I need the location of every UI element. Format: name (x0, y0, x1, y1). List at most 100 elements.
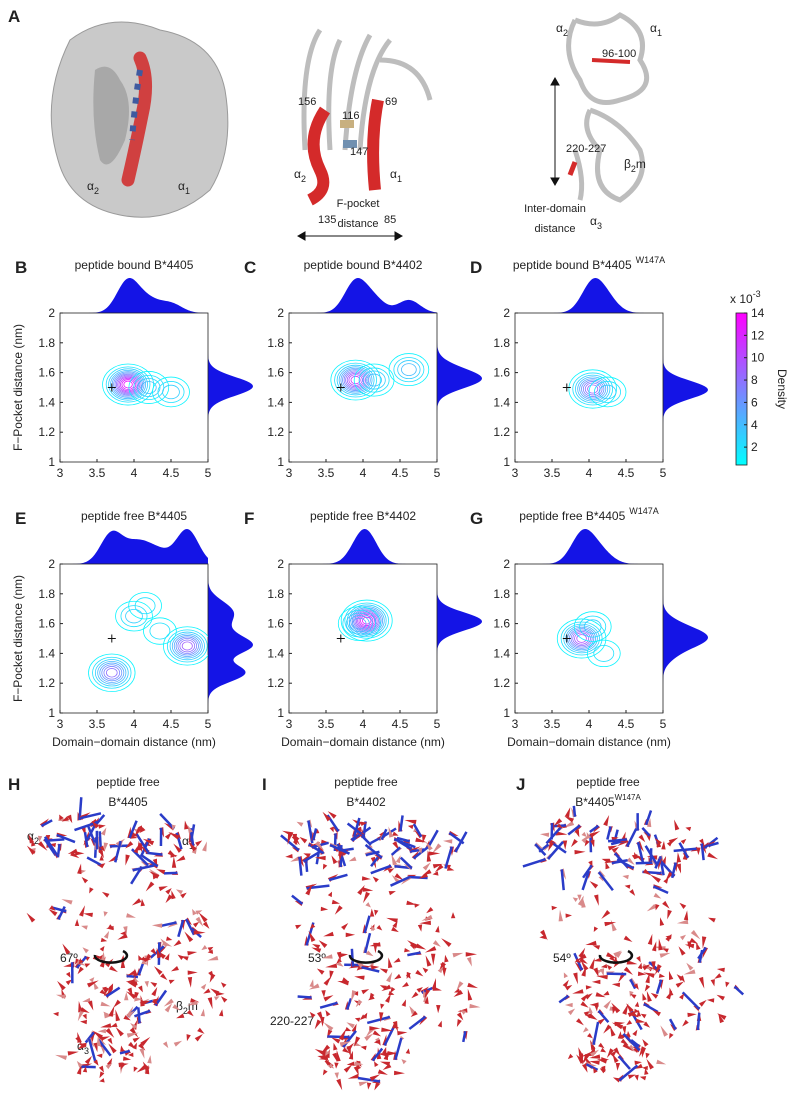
vector-arrow (181, 956, 189, 961)
vector-arrow (74, 919, 80, 926)
vector-arrow (376, 924, 383, 931)
vector-arrow (359, 1014, 366, 1021)
vector-line (585, 1063, 599, 1071)
vector-arrow (575, 958, 582, 963)
vector-arrow (165, 894, 173, 904)
vector-arrow (415, 943, 427, 950)
vector-arrow (327, 811, 337, 819)
vector-arrow (309, 979, 314, 988)
vector-arrow (379, 968, 388, 974)
vector-arrow (410, 1010, 418, 1017)
title-text: peptide bound B*4402 (304, 258, 423, 272)
vector-arrow (589, 831, 601, 838)
vector-arrow (617, 1031, 623, 1039)
vector-arrow (31, 839, 36, 847)
vector-arrow (426, 841, 433, 851)
vector-arrow (593, 957, 602, 962)
vector-arrow (137, 840, 142, 851)
vector-line (145, 851, 163, 856)
vector-arrow (649, 874, 661, 883)
vector-arrow (675, 981, 684, 988)
vector-arrow (401, 999, 406, 1007)
vector-arrow (634, 1001, 640, 1008)
contour-line (344, 602, 389, 639)
vector-arrow (599, 1067, 605, 1074)
vector-arrow (611, 982, 621, 988)
ribbon (301, 28, 433, 151)
vector-arrow (393, 957, 401, 963)
plot-frame (288, 563, 438, 714)
vector-arrow (587, 1033, 593, 1039)
label: α3 (77, 1039, 89, 1056)
vector-arrow (80, 1007, 90, 1014)
vector-arrow (578, 947, 586, 958)
vector-arrow (339, 953, 349, 958)
colorbar-tick-label: 12 (751, 328, 765, 342)
vector-arrow (175, 855, 186, 862)
vector-arrow (391, 926, 399, 933)
vector-arrow (37, 841, 48, 851)
chart-title: peptide bound B*4405 (75, 258, 194, 272)
colorbar-tick-label: 8 (751, 373, 758, 387)
vector-arrow (76, 1060, 83, 1068)
x-tick-label: 4.5 (618, 717, 635, 731)
vector-arrow (651, 961, 656, 971)
reference-marker (107, 383, 116, 392)
vector-arrow (176, 1013, 185, 1019)
contour-line (128, 592, 162, 620)
vector-arrow (674, 819, 680, 831)
vector-arrow (362, 887, 374, 892)
vector-line (56, 833, 76, 844)
vector-arrow (395, 855, 401, 864)
vector-arrow (707, 852, 719, 860)
contour-line (143, 617, 177, 645)
vector-arrow (83, 912, 93, 918)
colorbar-tick-label: 6 (751, 395, 758, 409)
title-text: peptide free B*4405 (81, 509, 187, 523)
vector-arrow (108, 1005, 115, 1017)
vector-arrow (369, 908, 375, 917)
vector-arrow (98, 849, 104, 859)
vector-arrow (590, 1049, 600, 1057)
vector-arrow (318, 940, 328, 949)
vector-arrow (407, 940, 418, 949)
marginal-y (437, 313, 482, 462)
vector-arrow (132, 1037, 141, 1043)
vector-arrow (346, 1022, 355, 1029)
vector-arrow (187, 1000, 198, 1006)
vector-arrow (539, 934, 546, 940)
x-axis-label: Domain−domain distance (nm) (507, 735, 671, 749)
marginal-x (60, 278, 208, 313)
contours (330, 353, 430, 401)
residue-label: 116 (342, 110, 360, 122)
vector-arrow (626, 1003, 634, 1013)
contour-line (134, 597, 156, 615)
vector-arrow (415, 969, 424, 977)
vector-arrow (202, 841, 207, 852)
vector-arrow (442, 967, 447, 977)
vector-arrow (87, 1000, 94, 1011)
x-tick-label: 3 (286, 466, 293, 480)
vector-arrow (589, 1002, 599, 1007)
vector-arrow (342, 1047, 350, 1054)
contour-line (157, 381, 185, 403)
colorbar-fill (735, 312, 748, 466)
vector-arrow (76, 1064, 82, 1075)
vector-arrow (358, 1081, 369, 1087)
vector-arrow (658, 938, 663, 951)
vector-arrow (350, 990, 357, 1003)
vector-line (315, 845, 322, 865)
contour-line (570, 629, 593, 648)
vector-line (606, 826, 612, 840)
vector-line (86, 824, 97, 845)
vector-arrow (394, 1070, 405, 1076)
vector-line (622, 1033, 641, 1052)
vector-line (589, 824, 600, 834)
vector-arrow (108, 1043, 117, 1054)
vector-arrow (652, 1010, 661, 1017)
vector-arrow (202, 921, 210, 929)
vector-arrow (683, 969, 696, 975)
vector-arrow (361, 876, 371, 881)
vector-line (84, 1031, 95, 1044)
vector-arrow (207, 997, 213, 1010)
